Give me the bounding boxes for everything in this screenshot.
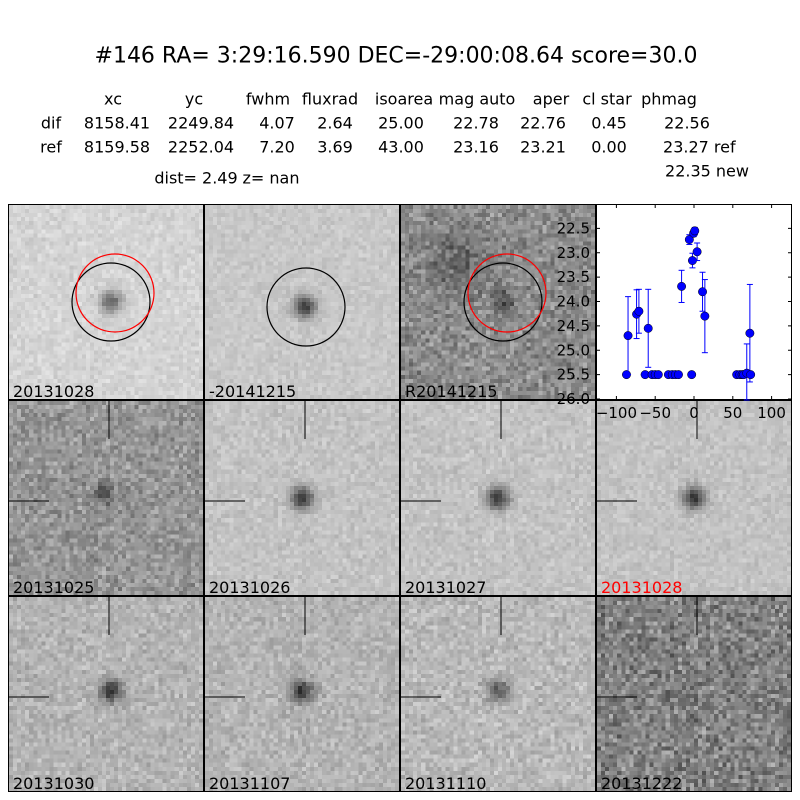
y-tick-label: 23.0 (557, 244, 590, 262)
column-header: fwhm (245, 89, 291, 109)
table-cell: 22.56 (664, 113, 710, 133)
stamp-pixels (401, 205, 595, 399)
stamp-date-label: 20131030 (13, 774, 95, 792)
stamp-pixels (9, 205, 203, 399)
y-tick-label: 22.5 (557, 219, 590, 237)
data-point (687, 370, 697, 380)
x-tick-label: −50 (639, 404, 671, 422)
z-value: z= nan (242, 168, 300, 188)
data-point (745, 328, 755, 338)
table-cell: 0.00 (591, 137, 627, 157)
data-point (677, 281, 687, 291)
x-tick-label: 100 (757, 404, 786, 422)
data-point (643, 323, 653, 333)
table-cell: 8159.58 (83, 137, 151, 157)
column-header: xc (104, 89, 122, 109)
black-circle-marker (463, 262, 543, 342)
stamp-image: 20131110 (400, 596, 596, 792)
stamp-image: 20131028 (8, 204, 204, 400)
dist-value: dist= 2.49 (154, 168, 238, 188)
data-point (623, 331, 633, 341)
x-tick-label: 50 (723, 404, 742, 422)
table-cell: 2.64 (317, 113, 353, 133)
stamp-image: 20131030 (8, 596, 204, 792)
x-tick-label: −100 (596, 404, 637, 422)
table-cell: 2249.84 (167, 113, 235, 133)
light-curve-plot: −100 −50 0 50 100 22.5 23.0 23.5 24.0 24.5 25.0 25.… (557, 204, 792, 422)
table-cell: 7.20 (259, 137, 295, 157)
row-label: ref (40, 137, 62, 157)
stamp-date-label: 20131110 (405, 774, 487, 792)
stamp-date-label: 20131025 (13, 578, 95, 596)
stamp-pixels (205, 205, 399, 399)
data-point (634, 306, 644, 316)
table-cell: 23.27 ref (663, 137, 736, 157)
stamp-pixels (401, 597, 595, 791)
stamp-date-label: 20131222 (601, 774, 683, 792)
stamp-pixels (401, 401, 595, 595)
stamp-image: 20131027 (400, 400, 596, 596)
stamp-pixels (205, 597, 399, 791)
table-cell: 22.76 (520, 113, 566, 133)
black-circle-marker (71, 262, 151, 342)
stamp-date-label: -20141215 (209, 382, 297, 400)
data-point (746, 370, 756, 380)
column-header: fluxrad (301, 89, 359, 109)
row-label: dif (40, 113, 62, 133)
table-cell: 2252.04 (167, 137, 235, 157)
stamp-pixels (9, 597, 203, 791)
x-tick-label: 0 (689, 404, 699, 422)
stamp-pixels (205, 401, 399, 595)
stamp-image: 20131107 (204, 596, 400, 792)
column-header: cl star (582, 89, 632, 109)
stamp-pixels (597, 597, 791, 791)
table-cell: 43.00 (378, 137, 424, 157)
table-cell: 22.78 (453, 113, 499, 133)
stamp-date-label: 20131026 (209, 578, 291, 596)
data-point (684, 235, 694, 245)
stamp-image: 20131028 (596, 400, 792, 596)
column-header: phmag (641, 89, 697, 109)
stamp-date-label: R20141215 (405, 382, 498, 400)
black-circle-marker (266, 267, 346, 347)
table-cell: 3.69 (317, 137, 353, 157)
stamp-pixels (597, 401, 791, 595)
stamp-pixels (9, 401, 203, 595)
table-cell: 4.07 (259, 113, 295, 133)
y-tick-label: 24.5 (557, 317, 590, 335)
y-tick-label: 23.5 (557, 268, 590, 286)
y-tick-label: 26.0 (557, 390, 590, 408)
table-cell: 8158.41 (83, 113, 151, 133)
stamp-image: 20131025 (8, 400, 204, 596)
stamp-image: -20141215 (204, 204, 400, 400)
red-circle-marker (75, 253, 155, 333)
data-point (653, 370, 663, 380)
column-header: aper (532, 89, 570, 109)
table-cell: 23.16 (453, 137, 499, 157)
stamp-image: 20131026 (204, 400, 400, 596)
y-tick-label: 25.5 (557, 366, 590, 384)
table-cell: 23.21 (520, 137, 566, 157)
stamp-date-label: 20131028 (601, 578, 683, 596)
stamp-image: 20131222 (596, 596, 792, 792)
table-cell: 0.45 (591, 113, 627, 133)
data-point (674, 370, 683, 380)
column-header: mag auto (438, 89, 516, 109)
column-header: yc (184, 89, 204, 109)
y-tick-label: 25.0 (557, 341, 590, 359)
data-point (692, 247, 702, 257)
stamp-date-label: 20131107 (209, 774, 291, 792)
figure-title: #146 RA= 3:29:16.590 DEC=-29:00:08.64 sc… (94, 43, 698, 69)
phmag-new: 22.35 new (665, 161, 749, 181)
table-cell: 25.00 (378, 113, 424, 133)
stamp-date-label: 20131028 (13, 382, 95, 400)
column-header: isoarea (374, 89, 434, 109)
stamp-date-label: 20131027 (405, 578, 487, 596)
data-point (700, 311, 710, 321)
red-circle-marker (467, 253, 547, 333)
data-point (698, 287, 707, 297)
y-tick-label: 24.0 (557, 293, 590, 311)
data-point (690, 226, 700, 236)
stamp-image: R20141215 (400, 204, 596, 400)
